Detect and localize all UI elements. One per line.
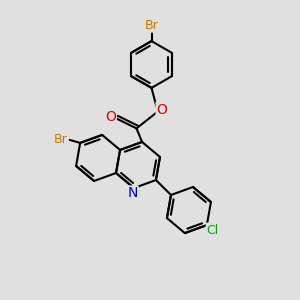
Text: Br: Br <box>145 19 158 32</box>
Text: O: O <box>105 110 116 124</box>
Text: Cl: Cl <box>207 224 219 237</box>
Text: Br: Br <box>54 134 68 146</box>
Text: O: O <box>157 103 167 116</box>
Text: N: N <box>127 186 138 200</box>
